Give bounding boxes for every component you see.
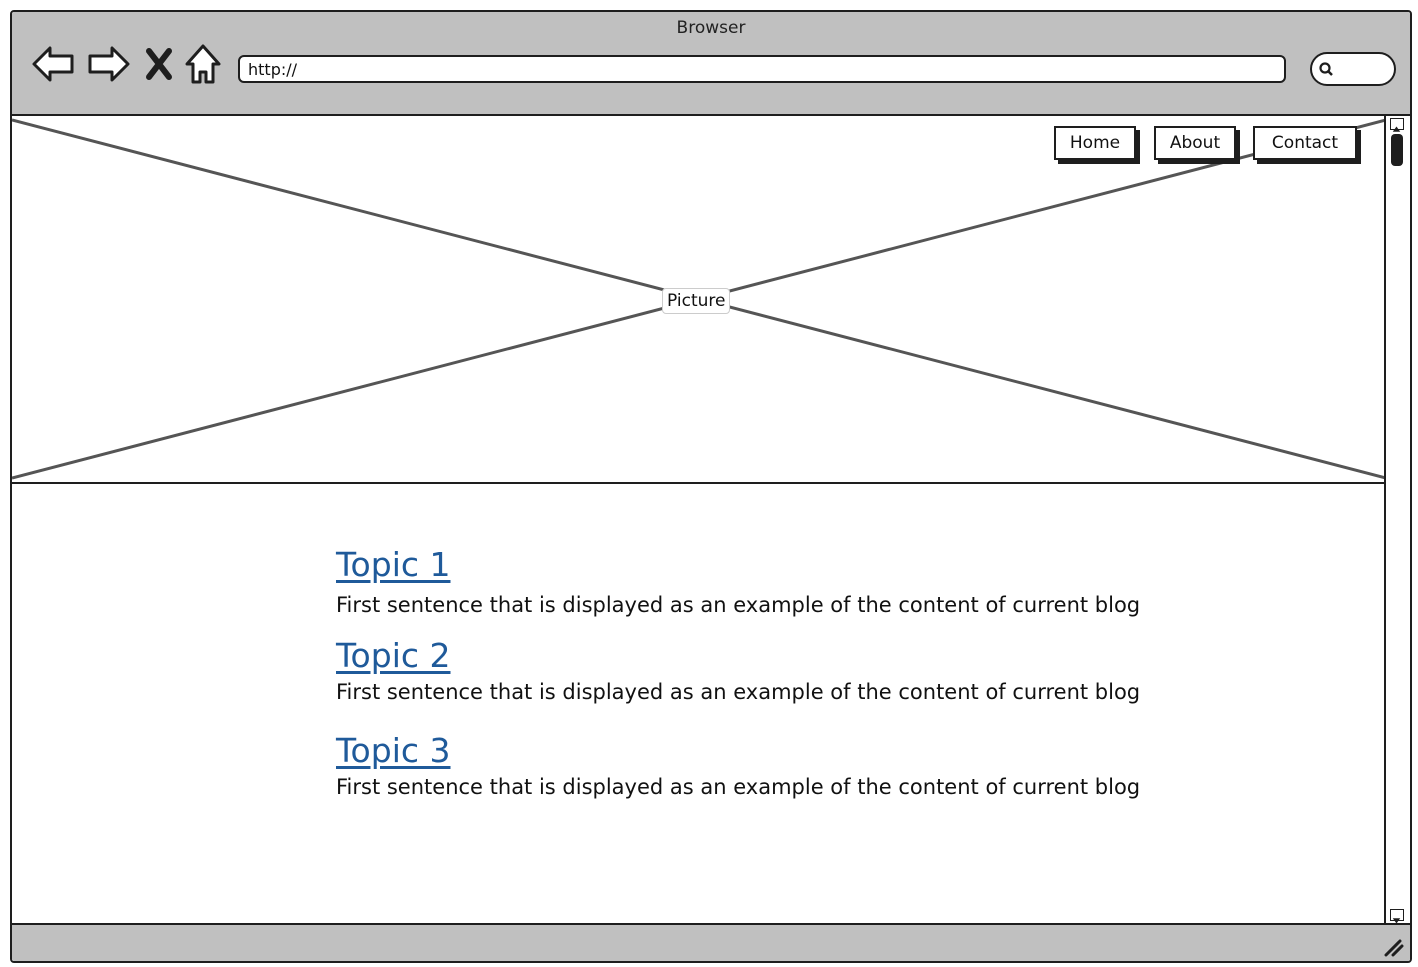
list-item: Topic 3 First sentence that is displayed… <box>336 734 1236 799</box>
list-item: Topic 1 First sentence that is displayed… <box>336 548 1236 617</box>
browser-toolbar: Browser <box>12 12 1410 116</box>
topic-excerpt: First sentence that is displayed as an e… <box>336 593 1141 617</box>
topic-excerpt: First sentence that is displayed as an e… <box>336 680 1141 704</box>
forward-arrow-icon[interactable] <box>86 42 132 86</box>
vertical-scrollbar[interactable] <box>1384 116 1410 924</box>
scroll-up-button[interactable] <box>1390 118 1404 132</box>
scrollbar-thumb[interactable] <box>1391 134 1403 166</box>
home-icon[interactable] <box>184 42 222 86</box>
close-icon[interactable] <box>142 42 176 86</box>
topic-link[interactable]: Topic 2 <box>336 636 451 675</box>
nav-about-button[interactable]: About <box>1154 126 1236 160</box>
scroll-down-button[interactable] <box>1390 909 1404 924</box>
search-box[interactable] <box>1310 52 1396 86</box>
nav-contact-button[interactable]: Contact <box>1253 126 1357 160</box>
page-viewport: Picture Home About Contact Topic 1 First… <box>12 116 1410 924</box>
address-bar[interactable] <box>238 55 1286 83</box>
list-item: Topic 2 First sentence that is displayed… <box>336 639 1236 704</box>
picture-label: Picture <box>662 288 731 314</box>
topic-excerpt: First sentence that is displayed as an e… <box>336 775 1141 799</box>
topic-link[interactable]: Topic 1 <box>336 545 451 584</box>
topic-link[interactable]: Topic 3 <box>336 731 451 770</box>
nav-home-button[interactable]: Home <box>1054 126 1136 160</box>
search-icon <box>1318 61 1334 77</box>
blog-post-list: Topic 1 First sentence that is displayed… <box>336 548 1236 799</box>
resize-grip-icon[interactable] <box>1380 933 1406 959</box>
browser-window: Browser Picture Home <box>10 10 1412 963</box>
status-bar <box>12 923 1410 961</box>
window-title: Browser <box>676 18 746 38</box>
url-input[interactable] <box>240 57 1284 81</box>
back-arrow-icon[interactable] <box>30 42 76 86</box>
hero-image-placeholder: Picture Home About Contact <box>12 116 1386 484</box>
